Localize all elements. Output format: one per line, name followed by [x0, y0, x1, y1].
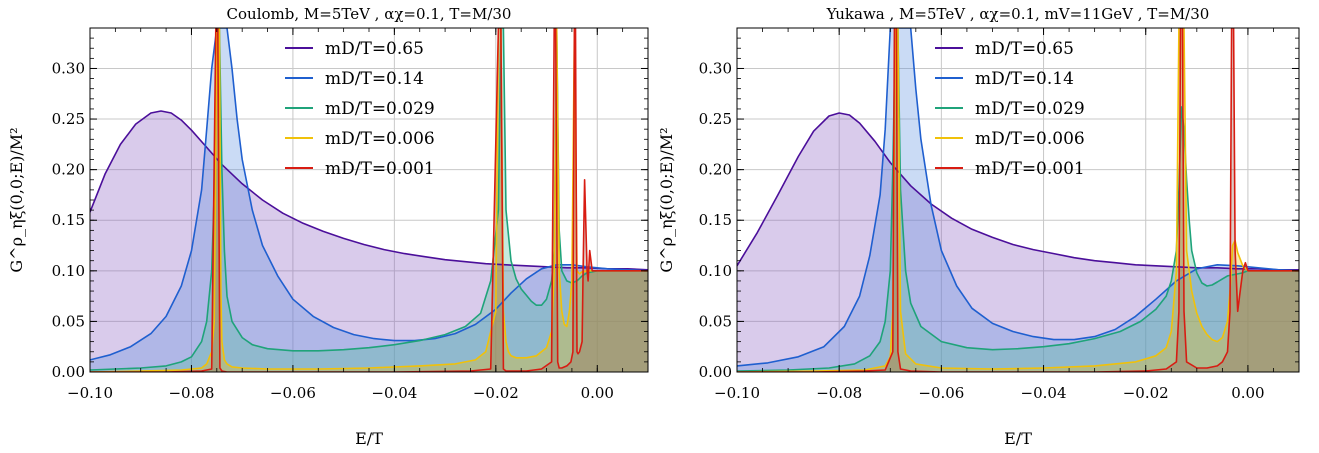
series-area-4: [90, 28, 648, 372]
x-tick-label: −0.08: [168, 384, 214, 402]
legend-label: mD/T=0.65: [975, 39, 1074, 59]
x-tick-label: 0.00: [1231, 384, 1264, 402]
legend-label: mD/T=0.65: [325, 39, 424, 59]
chart-panel-coulomb: Coulomb, M=5TeV , αχ=0.1, T=M/30 −0.10 −0…: [7, 5, 649, 448]
y-tick-label: 0.20: [699, 161, 732, 179]
series-area-4: [737, 28, 1299, 372]
legend-label: mD/T=0.001: [325, 159, 435, 179]
legend-label: mD/T=0.006: [975, 129, 1085, 149]
y-tick-label: 0.25: [52, 110, 85, 128]
x-tick-label: −0.10: [714, 384, 760, 402]
series-line-1: [90, 28, 648, 361]
legend: mD/T=0.65 mD/T=0.14 mD/T=0.029 mD/T=0.006 mD…: [935, 39, 1085, 179]
series-line-4: [737, 28, 1299, 372]
legend: mD/T=0.65 mD/T=0.14 mD/T=0.029 mD/T=0.006 mD…: [285, 39, 435, 179]
x-tick-label: −0.04: [371, 384, 417, 402]
x-axis-label: E/T: [355, 429, 383, 448]
series-line-4: [90, 28, 648, 372]
x-tick-label: −0.08: [816, 384, 862, 402]
y-tick-label: 0.00: [52, 363, 85, 381]
y-tick-label: 0.30: [699, 59, 732, 77]
series-line-0: [90, 110, 648, 271]
series-area-3: [737, 28, 1299, 372]
series-lines: [737, 28, 1299, 372]
legend-label: mD/T=0.006: [325, 129, 435, 149]
legend-label: mD/T=0.029: [325, 99, 435, 119]
x-tick-label: 0.00: [581, 384, 614, 402]
chart-panel-yukawa: Yukawa , M=5TeV , αχ=0.1, mV=11GeV , T=M…: [657, 5, 1300, 448]
series-line-3: [737, 28, 1299, 372]
legend-label: mD/T=0.14: [975, 69, 1074, 89]
y-tick-label: 0.25: [699, 110, 732, 128]
legend-label: mD/T=0.001: [975, 159, 1085, 179]
axis-ticks: −0.10 −0.08 −0.06 −0.04 −0.02 0.00 0.00 0.05 0.1…: [699, 27, 1300, 402]
y-tick-label: 0.10: [52, 262, 85, 280]
y-tick-label: 0.05: [52, 312, 85, 330]
x-tick-label: −0.06: [270, 384, 316, 402]
legend-label: mD/T=0.029: [975, 99, 1085, 119]
chart-title: Yukawa , M=5TeV , αχ=0.1, mV=11GeV , T=M…: [826, 5, 1210, 23]
x-tick-label: −0.06: [918, 384, 964, 402]
y-tick-label: 0.15: [52, 211, 85, 229]
series-area-2: [90, 28, 648, 372]
y-tick-label: 0.05: [699, 312, 732, 330]
x-tick-label: −0.10: [67, 384, 113, 402]
series-lines: [90, 28, 648, 372]
legend-label: mD/T=0.14: [325, 69, 424, 89]
series-area-1: [737, 28, 1299, 372]
series-area-3: [90, 28, 648, 372]
y-tick-label: 0.30: [52, 59, 85, 77]
x-tick-label: −0.04: [1021, 384, 1067, 402]
y-tick-label: 0.00: [699, 363, 732, 381]
series-line-3: [90, 28, 648, 372]
series-line-2: [737, 28, 1299, 372]
y-axis-label: G^ρ_ηξ(0,0;E)/M²: [7, 127, 26, 272]
series-area-1: [90, 28, 648, 372]
y-tick-label: 0.10: [699, 262, 732, 280]
chart-title: Coulomb, M=5TeV , αχ=0.1, T=M/30: [227, 5, 512, 23]
y-tick-label: 0.15: [699, 211, 732, 229]
y-axis-label: G^ρ_ηξ(0,0;E)/M²: [657, 127, 676, 272]
x-tick-label: −0.02: [1123, 384, 1169, 402]
axis-ticks: −0.10 −0.08 −0.06 −0.04 −0.02 0.00 0.00 0.05 0.1…: [52, 27, 649, 402]
series-line-0: [737, 112, 1299, 271]
x-tick-label: −0.02: [473, 384, 519, 402]
y-tick-label: 0.20: [52, 161, 85, 179]
x-axis-label: E/T: [1004, 429, 1032, 448]
